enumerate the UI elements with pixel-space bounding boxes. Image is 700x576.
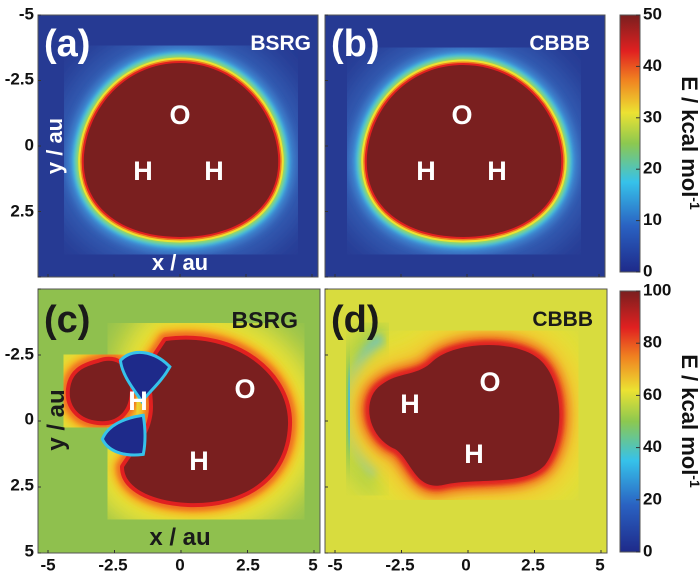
pc-well-0 bbox=[122, 353, 168, 399]
panel-b-label: (b) bbox=[331, 23, 380, 65]
colorbar-bottom-tick: 100 bbox=[643, 280, 671, 299]
x-tick-c: 2.5 bbox=[236, 555, 260, 574]
pc-well-1 bbox=[104, 417, 144, 454]
atom-h1-d: H bbox=[400, 389, 420, 419]
y-tick-bottom: 2.5 bbox=[10, 475, 34, 494]
panel-b-method: CBBB bbox=[529, 32, 590, 55]
y-tick-top: 2.5 bbox=[10, 201, 34, 220]
pa-core bbox=[83, 63, 279, 237]
panel-c-ylabel: y / au bbox=[43, 389, 70, 450]
atom-h1-a: H bbox=[133, 156, 153, 186]
y-tick-top: 0 bbox=[25, 135, 34, 154]
panel-d-method: CBBB bbox=[532, 308, 593, 331]
panel-c-label: (c) bbox=[44, 299, 90, 341]
y-tick-top: -5 bbox=[19, 4, 34, 23]
atom-h2-d: H bbox=[464, 439, 484, 469]
x-tick-c: 0 bbox=[175, 555, 184, 574]
pc-core-lobe bbox=[69, 360, 130, 422]
atom-h2-b: H bbox=[487, 156, 507, 186]
colorbar-top-tick: 20 bbox=[643, 159, 662, 178]
pb-core bbox=[366, 65, 562, 237]
panel-c-heatmap bbox=[38, 289, 320, 553]
atom-h1-c: H bbox=[128, 386, 148, 416]
atom-o-a: O bbox=[169, 100, 190, 130]
x-tick-c: -5 bbox=[40, 555, 55, 574]
colorbar-top bbox=[619, 14, 641, 273]
panel-a-method: BSRG bbox=[250, 32, 311, 55]
panel-a-heatmap bbox=[38, 15, 318, 277]
colorbar-bottom-tick: 20 bbox=[643, 489, 662, 508]
colorbar-top-tick: 30 bbox=[643, 107, 662, 126]
x-tick-d: 0 bbox=[461, 555, 470, 574]
pd-core bbox=[369, 344, 560, 486]
panel-c-method: BSRG bbox=[232, 307, 298, 333]
atom-h2-a: H bbox=[204, 156, 224, 186]
x-tick-d: -5 bbox=[327, 555, 342, 574]
x-tick-d: 5 bbox=[595, 555, 604, 574]
colorbar-top-tick: 0 bbox=[643, 261, 652, 280]
panel-a-label: (a) bbox=[44, 23, 90, 65]
pc-core-main bbox=[124, 339, 289, 504]
atom-o-c: O bbox=[234, 374, 255, 404]
x-tick-c: 5 bbox=[308, 555, 317, 574]
atom-h1-b: H bbox=[416, 156, 436, 186]
colorbar-top-tick: 40 bbox=[643, 56, 662, 75]
colorbar-top-label: E / kcal mol-1 bbox=[677, 76, 700, 210]
panel-d-heatmap bbox=[325, 289, 607, 553]
panel-c-xlabel: x / au bbox=[149, 524, 210, 551]
colorbar-bottom-tick: 60 bbox=[643, 385, 662, 404]
y-tick-bottom: -2.5 bbox=[5, 344, 34, 363]
x-tick-d: -2.5 bbox=[385, 555, 414, 574]
x-tick-c: -2.5 bbox=[98, 555, 127, 574]
colorbar-bottom bbox=[619, 290, 641, 553]
atom-o-b: O bbox=[451, 100, 472, 130]
x-tick-d: 2.5 bbox=[521, 555, 545, 574]
panel-a-xlabel: x / au bbox=[152, 250, 208, 275]
panel-a-ylabel: y / au bbox=[42, 118, 67, 174]
colorbar-bottom-tick: 80 bbox=[643, 333, 662, 352]
panel-d-label: (d) bbox=[331, 299, 380, 341]
atom-o-d: O bbox=[479, 367, 500, 397]
panel-b-heatmap bbox=[325, 15, 605, 277]
colorbar-bottom-tick: 0 bbox=[643, 541, 652, 560]
colorbar-top-tick: 50 bbox=[643, 4, 662, 23]
y-tick-top: -2.5 bbox=[5, 69, 34, 88]
colorbar-bottom-tick: 40 bbox=[643, 437, 662, 456]
colorbar-top-tick: 10 bbox=[643, 210, 662, 229]
y-tick-bottom: 0 bbox=[25, 409, 34, 428]
y-tick-bottom: 5 bbox=[25, 541, 34, 560]
colorbar-bottom-label: E / kcal mol-1 bbox=[677, 354, 700, 488]
atom-h2-c: H bbox=[189, 446, 209, 476]
